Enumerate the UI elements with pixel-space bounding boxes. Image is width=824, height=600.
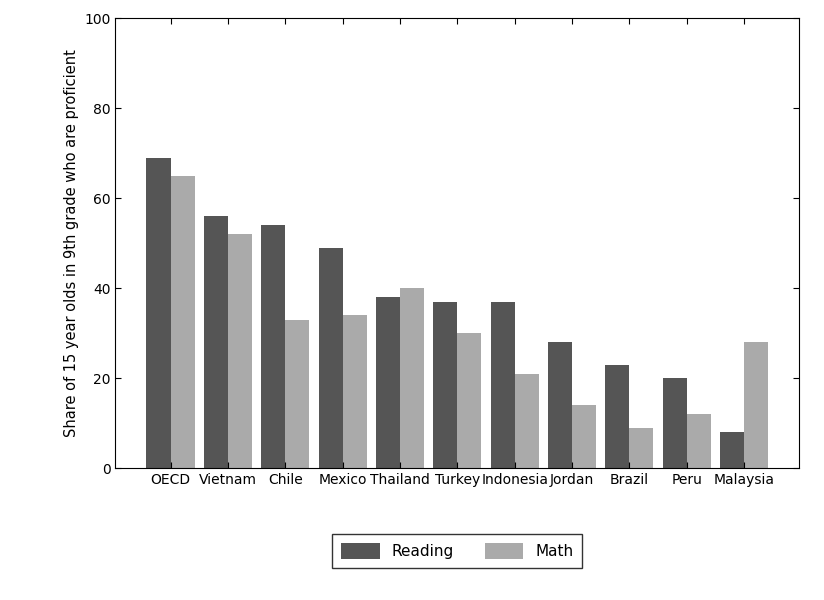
Bar — [662, 378, 686, 468]
Bar — [720, 432, 744, 468]
Bar — [572, 405, 596, 468]
Bar — [261, 225, 285, 468]
Bar — [400, 288, 424, 468]
Y-axis label: Share of 15 year olds in 9th grade who are proficient: Share of 15 year olds in 9th grade who a… — [63, 49, 78, 437]
Bar — [548, 342, 572, 468]
Legend: Reading, Math: Reading, Math — [332, 534, 583, 568]
Bar — [171, 175, 194, 468]
Bar — [228, 234, 252, 468]
Bar — [515, 373, 539, 468]
Bar — [376, 297, 400, 468]
Bar — [686, 414, 711, 468]
Bar — [285, 319, 309, 468]
Bar — [319, 247, 343, 468]
Bar — [630, 427, 653, 468]
Bar — [204, 216, 228, 468]
Bar — [606, 365, 630, 468]
Bar — [744, 342, 768, 468]
Bar — [490, 301, 515, 468]
Bar — [457, 333, 481, 468]
Bar — [147, 157, 171, 468]
Bar — [433, 301, 457, 468]
Bar — [343, 315, 367, 468]
